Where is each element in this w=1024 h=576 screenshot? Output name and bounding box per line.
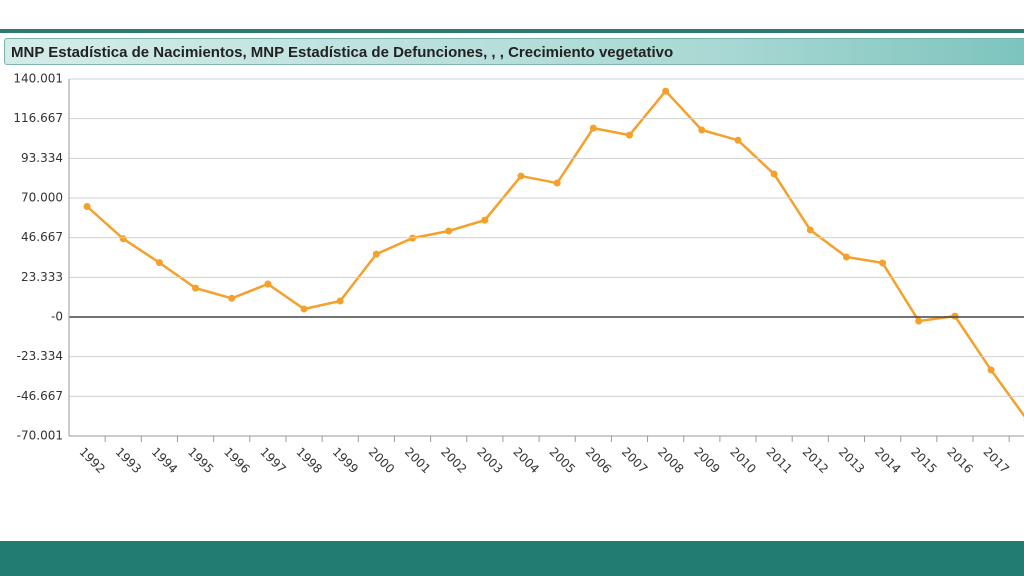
data-point	[192, 284, 200, 292]
data-point	[155, 259, 163, 267]
x-tick-label: 1996	[221, 445, 252, 476]
data-point	[770, 170, 778, 178]
x-tick-label: 2007	[619, 445, 650, 476]
y-tick-label: -46.667	[17, 389, 63, 403]
y-tick-label: -0	[51, 309, 63, 323]
x-tick-label: 1992	[76, 445, 107, 476]
data-point	[119, 235, 127, 243]
x-tick-label: 2009	[691, 445, 722, 476]
data-point	[625, 131, 633, 139]
data-point	[734, 136, 742, 144]
x-tick-label: 2002	[438, 445, 469, 476]
x-tick-label: 2004	[510, 445, 541, 476]
data-point	[662, 87, 670, 95]
chart-title: MNP Estadística de Nacimientos, MNP Esta…	[4, 38, 1024, 65]
data-point	[517, 172, 525, 180]
x-tick-label: 1997	[257, 445, 288, 476]
y-tick-label: 93.334	[21, 151, 63, 165]
y-tick-label: 46.667	[21, 230, 63, 244]
x-tick-label: 2012	[800, 445, 831, 476]
x-tick-label: 2011	[764, 445, 795, 476]
data-point	[879, 259, 887, 267]
x-tick-label: 2016	[944, 445, 975, 476]
x-tick-label: 1999	[330, 445, 361, 476]
footer-band	[0, 541, 1024, 576]
x-tick-label: 2006	[583, 445, 614, 476]
x-tick-label: 1994	[149, 445, 180, 476]
data-point	[553, 179, 561, 187]
chart: 140.001 116.667 93.334 70.000 46.667 23.333 -0…	[13, 72, 1024, 476]
data-point	[987, 366, 995, 374]
data-point	[481, 216, 489, 224]
x-tick-label: 1993	[113, 445, 144, 476]
data-point	[336, 297, 344, 305]
x-tick-label: 2014	[872, 445, 903, 476]
data-point	[951, 312, 959, 320]
y-tick-label: -23.334	[17, 349, 63, 363]
x-tick-label: 2001	[402, 445, 433, 476]
y-tick-label: 70.000	[21, 191, 63, 205]
data-point	[445, 227, 453, 235]
y-tick-label: -70.001	[17, 429, 63, 443]
data-point	[589, 124, 597, 132]
x-tick-label: 2000	[366, 445, 397, 476]
x-tick-label: 2003	[474, 445, 505, 476]
data-point	[915, 317, 923, 325]
y-tick-label: 116.667	[13, 111, 63, 125]
x-tick-label: 1995	[185, 445, 216, 476]
plot-area	[83, 87, 1024, 422]
data-point	[806, 226, 814, 234]
y-tick-label: 23.333	[21, 270, 63, 284]
x-tick-label: 2015	[908, 445, 939, 476]
series-line	[86, 89, 1024, 418]
y-tick-label: 140.001	[13, 72, 63, 86]
data-point	[842, 253, 850, 261]
x-tick-label: 1998	[293, 445, 324, 476]
data-point	[228, 294, 236, 302]
data-point	[300, 305, 308, 313]
x-tick-label: 2010	[727, 445, 758, 476]
data-point	[698, 126, 706, 134]
data-point	[83, 203, 91, 211]
x-tick-label: 2017	[980, 445, 1011, 476]
x-tick-label: 2005	[547, 445, 578, 476]
data-point	[372, 250, 380, 258]
top-rule	[0, 29, 1024, 33]
data-point	[264, 280, 272, 288]
x-tick-label: 2013	[836, 445, 867, 476]
x-tick-label: 2008	[655, 445, 686, 476]
